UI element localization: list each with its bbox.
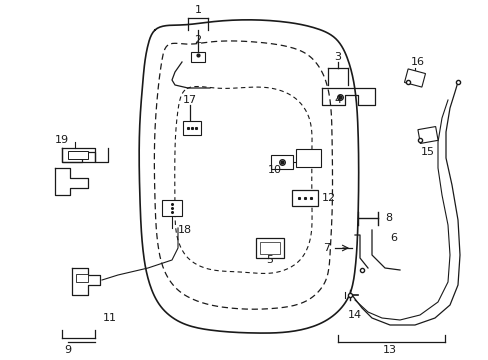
Text: 2: 2 (194, 35, 201, 45)
Polygon shape (417, 127, 437, 143)
Polygon shape (191, 52, 204, 62)
Text: 19: 19 (55, 135, 69, 145)
Polygon shape (183, 121, 201, 135)
Text: 1: 1 (194, 5, 201, 15)
Polygon shape (260, 242, 280, 254)
Polygon shape (270, 155, 292, 169)
Polygon shape (321, 88, 374, 105)
Text: 13: 13 (382, 345, 396, 355)
Text: 8: 8 (384, 213, 391, 223)
Polygon shape (68, 151, 88, 159)
Text: 14: 14 (347, 310, 361, 320)
Polygon shape (295, 149, 320, 167)
Polygon shape (76, 274, 88, 282)
Text: 5: 5 (266, 255, 273, 265)
Text: 17: 17 (183, 95, 197, 105)
Text: 7: 7 (322, 243, 329, 253)
Text: 10: 10 (267, 165, 282, 175)
Polygon shape (404, 69, 425, 87)
Polygon shape (162, 200, 182, 216)
Text: 12: 12 (321, 193, 335, 203)
Text: 18: 18 (178, 225, 192, 235)
Polygon shape (72, 268, 100, 295)
Text: 16: 16 (410, 57, 424, 67)
Text: 4: 4 (334, 95, 341, 105)
Polygon shape (256, 238, 284, 258)
Polygon shape (55, 168, 88, 195)
Text: 3: 3 (334, 52, 341, 62)
Text: 6: 6 (389, 233, 396, 243)
Text: 15: 15 (420, 147, 434, 157)
Text: 9: 9 (64, 345, 71, 355)
Polygon shape (291, 190, 317, 206)
Polygon shape (62, 148, 95, 162)
Text: 11: 11 (103, 313, 117, 323)
